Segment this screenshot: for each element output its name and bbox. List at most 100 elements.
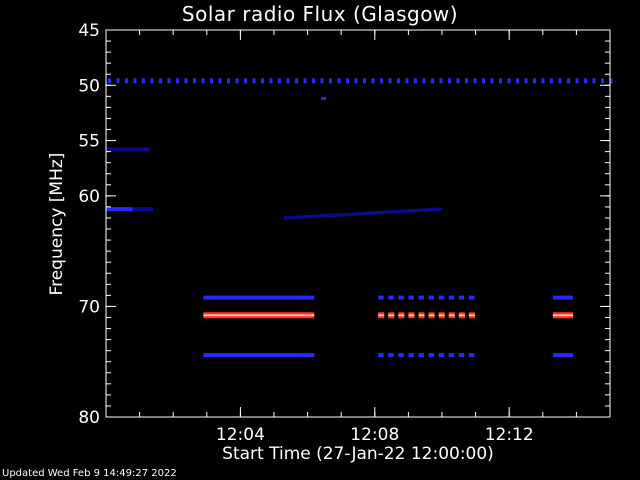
dot-mark (550, 78, 553, 84)
dash-mark (428, 353, 435, 358)
feature-dashed-10 (378, 353, 475, 358)
dot-mark (142, 78, 145, 84)
dot-mark (116, 78, 120, 84)
feature-dotted_line-0 (108, 78, 613, 84)
dot-mark (159, 78, 162, 84)
dash-mark (408, 353, 414, 358)
dot-mark (516, 78, 519, 84)
dot-mark (278, 78, 281, 84)
y-tick-label: 70 (78, 297, 100, 317)
dot-mark (388, 78, 392, 84)
dash-core (468, 314, 475, 317)
dash-core (408, 314, 415, 317)
y-tick-label: 45 (78, 21, 100, 41)
dot-mark (312, 78, 315, 84)
dash-mark (388, 295, 394, 300)
dash-mark (378, 295, 384, 300)
dot-mark (482, 78, 485, 84)
dot-mark (456, 78, 460, 84)
dot-mark (286, 78, 290, 84)
dot-mark (397, 78, 400, 84)
y-tick-label: 50 (78, 76, 100, 96)
y-tick-label: 60 (78, 187, 100, 207)
feature-band-2 (106, 207, 133, 212)
dot-mark (490, 78, 494, 84)
dash-core (458, 314, 465, 317)
dot-mark (125, 78, 128, 84)
dot-mark (448, 78, 451, 84)
dash-core (398, 314, 405, 317)
dot-mark (541, 78, 545, 84)
dot-mark (295, 78, 298, 84)
y-tick-label: 55 (78, 132, 100, 152)
dash-core (378, 314, 385, 317)
dash-mark (468, 295, 475, 300)
dot-mark (584, 78, 587, 84)
dot-mark (346, 78, 349, 84)
x-tick-label: 12:12 (485, 425, 534, 445)
x-tick-label: 12:04 (216, 425, 265, 445)
plot-frame (105, 29, 611, 418)
chart-title: Solar radio Flux (Glasgow) (181, 2, 459, 26)
dash-core (388, 314, 395, 317)
dash-mark (448, 295, 455, 300)
dot-mark (244, 78, 247, 84)
dot-mark (235, 78, 239, 84)
dot-mark (567, 78, 570, 84)
dash-mark (408, 295, 414, 300)
dot-mark (354, 78, 358, 84)
dash-mark (458, 295, 465, 300)
dash-mark (418, 353, 425, 358)
dash-mark (438, 353, 445, 358)
feature-dashed-8 (378, 295, 475, 300)
dash-mark (448, 353, 455, 358)
dot-mark (167, 78, 171, 84)
y-axis-label: Frequency [MHz] (47, 152, 67, 296)
feature-band-3 (132, 207, 154, 212)
feature-band-11 (552, 295, 574, 300)
dot-mark (210, 78, 213, 84)
x-tick-label: 12:08 (350, 425, 399, 445)
dot-mark (592, 78, 596, 84)
dash-mark (388, 353, 394, 358)
dash-core (448, 314, 455, 317)
dash-mark (418, 295, 425, 300)
dot-mark (218, 78, 222, 84)
feature-dashed-9 (378, 312, 475, 319)
feature-band-13 (552, 353, 574, 358)
dash-core (418, 314, 425, 317)
dash-mark (428, 295, 435, 300)
dot-mark (414, 78, 417, 84)
dash-mark (458, 353, 465, 358)
dot-mark (303, 78, 307, 84)
dash-mark (378, 353, 384, 358)
dot-mark (108, 78, 111, 84)
x-axis-label: Start Time (27-Jan-22 12:00:00) (222, 444, 494, 464)
dot-mark (380, 78, 383, 84)
dot-mark (558, 78, 562, 84)
dot-mark (176, 78, 179, 84)
dot-mark (431, 78, 434, 84)
dash-mark (438, 295, 445, 300)
dot-mark (422, 78, 426, 84)
dot-mark (184, 78, 188, 84)
dot-mark (363, 78, 366, 84)
dash-mark (468, 353, 475, 358)
dot-mark (371, 78, 375, 84)
dot-mark (575, 78, 579, 84)
dot-mark (499, 78, 502, 84)
feature-band-7 (203, 353, 315, 358)
dash-mark (398, 353, 404, 358)
dot-mark (337, 78, 341, 84)
dot-mark (269, 78, 273, 84)
dot-mark (150, 78, 154, 84)
dot-mark (133, 78, 137, 84)
dot-mark (507, 78, 511, 84)
dot-mark (261, 78, 264, 84)
dot-mark (533, 78, 536, 84)
axis-ticks: 45 50 55 60 70 80 12:04 12:08 12:12 (78, 21, 610, 445)
feature-band-12-core (552, 314, 574, 317)
dot-mark (601, 78, 604, 84)
feature-band-1 (106, 147, 150, 152)
